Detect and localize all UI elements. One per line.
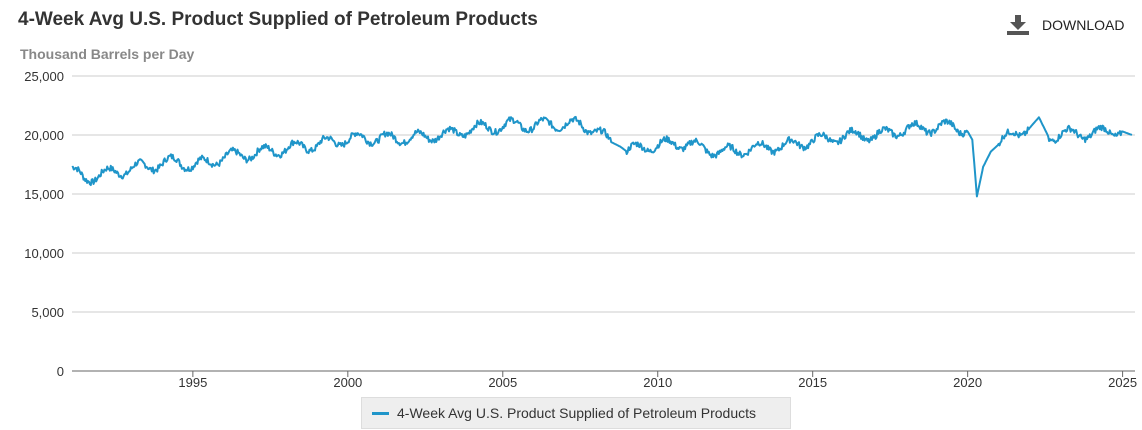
- download-icon: [1007, 15, 1029, 35]
- y-tick-label-10000: 10,000: [24, 246, 64, 261]
- y-tick-label-20000: 20,000: [24, 128, 64, 143]
- x-tick-label-2020: 2020: [953, 375, 982, 390]
- chart-title: 4-Week Avg U.S. Product Supplied of Petr…: [18, 9, 538, 30]
- x-tick-label-2015: 2015: [798, 375, 827, 390]
- x-tick-label-2005: 2005: [488, 375, 517, 390]
- series-line: [71, 115, 1133, 198]
- download-label: DOWNLOAD: [1042, 17, 1125, 33]
- y-tick-label-0: 0: [57, 364, 64, 379]
- x-tick-label-2025: 2025: [1108, 375, 1137, 390]
- x-tick-label-2000: 2000: [333, 375, 362, 390]
- y-axis-unit-label: Thousand Barrels per Day: [20, 46, 195, 62]
- legend[interactable]: 4-Week Avg U.S. Product Supplied of Petr…: [361, 397, 791, 429]
- x-tick-label-2010: 2010: [643, 375, 672, 390]
- legend-swatch: [372, 411, 389, 415]
- x-tick-label-1995: 1995: [178, 375, 207, 390]
- legend-label: 4-Week Avg U.S. Product Supplied of Petr…: [397, 405, 757, 421]
- y-tick-label-25000: 25,000: [24, 69, 64, 84]
- y-tick-label-15000: 15,000: [24, 187, 64, 202]
- download-button[interactable]: DOWNLOAD: [1006, 14, 1124, 36]
- y-tick-label-5000: 5,000: [31, 305, 64, 320]
